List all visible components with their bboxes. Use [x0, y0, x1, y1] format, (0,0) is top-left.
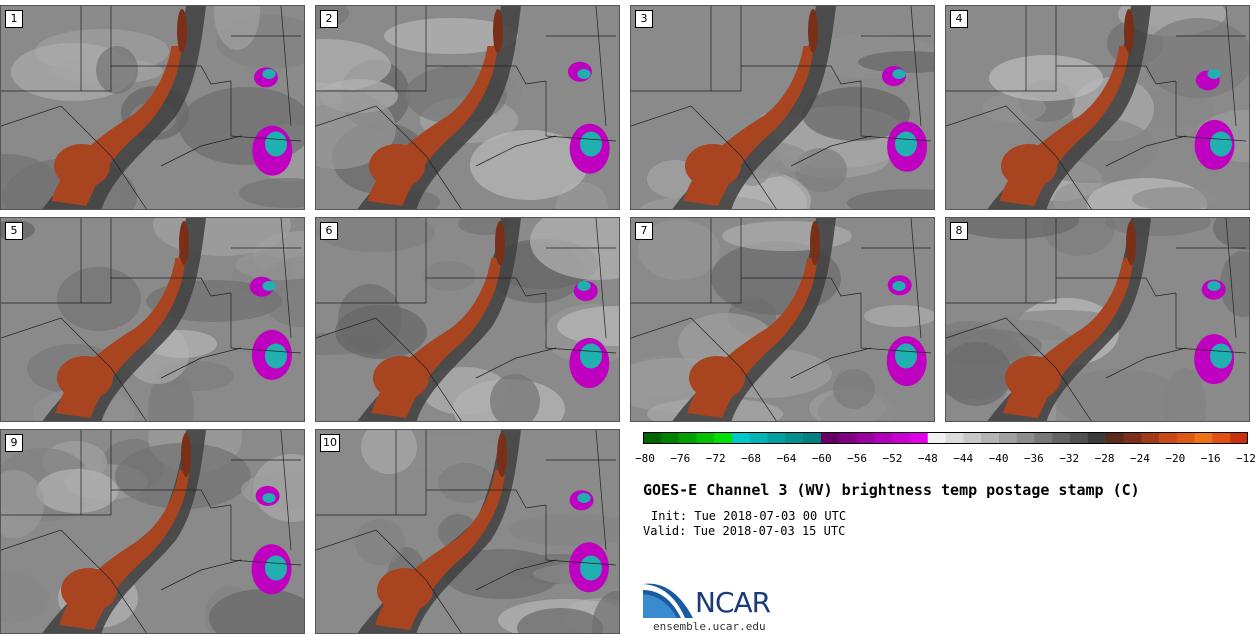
wv-brightness-map: [316, 6, 619, 209]
colorbar-tick-label: −76: [670, 452, 691, 465]
colorbar-swatch: [856, 432, 875, 444]
colorbar-swatch: [1052, 432, 1071, 444]
ensemble-member-panel: 6: [315, 217, 620, 422]
colorbar-swatch: [785, 432, 804, 444]
member-number-label: 9: [5, 434, 23, 452]
member-number-label: 3: [635, 10, 653, 28]
member-number-label: 10: [320, 434, 340, 452]
colorbar-swatch: [767, 432, 786, 444]
colorbar-swatch: [1141, 432, 1160, 444]
ensemble-member-panel: 3: [630, 5, 935, 210]
wv-brightness-map: [1, 430, 304, 633]
colorbar-tick-label: −40: [988, 452, 1009, 465]
colorbar: [643, 432, 1248, 444]
colorbar-swatch: [874, 432, 893, 444]
colorbar-tick-label: −68: [741, 452, 761, 465]
colorbar-swatch: [892, 432, 911, 444]
colorbar-swatch: [963, 432, 982, 444]
wv-brightness-map: [631, 6, 934, 209]
colorbar-swatch: [838, 432, 858, 444]
member-number-label: 6: [320, 222, 338, 240]
colorbar-tick-label: −64: [776, 452, 797, 465]
wv-brightness-map: [316, 218, 619, 421]
colorbar-swatch: [909, 432, 929, 444]
colorbar-swatch: [1034, 432, 1053, 444]
colorbar-swatch: [1070, 432, 1089, 444]
colorbar-tick-label: −24: [1130, 452, 1150, 465]
ensemble-member-panel: 9: [0, 429, 305, 634]
colorbar-swatch: [945, 432, 964, 444]
member-number-label: 7: [635, 222, 653, 240]
wv-brightness-map: [946, 218, 1249, 421]
colorbar-swatch: [714, 432, 733, 444]
ensemble-member-panel: 5: [0, 217, 305, 422]
ensemble-member-panel: 8: [945, 217, 1250, 422]
member-number-label: 8: [950, 222, 968, 240]
colorbar-swatch: [1230, 432, 1248, 444]
site-url: ensemble.ucar.edu: [653, 620, 766, 633]
colorbar-swatch: [696, 432, 715, 444]
colorbar-swatch: [660, 432, 680, 444]
ncar-logo-text: NCAR: [695, 586, 771, 619]
ensemble-member-panel: 2: [315, 5, 620, 210]
colorbar-tick-label: −12: [1236, 452, 1256, 465]
wv-brightness-map: [631, 218, 934, 421]
colorbar-swatch: [1087, 432, 1107, 444]
colorbar-swatch: [1123, 432, 1142, 444]
colorbar-tick-label: −48: [917, 452, 938, 465]
member-number-label: 1: [5, 10, 23, 28]
colorbar-swatch: [1194, 432, 1213, 444]
colorbar-swatch: [1212, 432, 1231, 444]
ensemble-member-panel: 4: [945, 5, 1250, 210]
ensemble-member-panel: 7: [630, 217, 935, 422]
colorbar-swatch: [643, 432, 662, 444]
colorbar-tick-label: −52: [882, 452, 903, 465]
wv-brightness-map: [1, 218, 304, 421]
member-number-label: 2: [320, 10, 338, 28]
colorbar-tick-label: −28: [1094, 452, 1115, 465]
colorbar-swatch: [981, 432, 1000, 444]
colorbar-tick-label: −80: [635, 452, 655, 465]
ncar-logo: [643, 583, 693, 618]
member-number-label: 4: [950, 10, 968, 28]
colorbar-swatch: [1176, 432, 1196, 444]
colorbar-swatch: [1159, 432, 1178, 444]
colorbar-swatch: [927, 432, 946, 444]
colorbar-swatch: [678, 432, 697, 444]
colorbar-tick-label: −72: [705, 452, 726, 465]
figure-title: GOES-E Channel 3 (WV) brightness temp po…: [643, 481, 1140, 499]
colorbar-tick-label: −16: [1200, 452, 1221, 465]
wv-brightness-map: [946, 6, 1249, 209]
colorbar-swatch: [749, 432, 769, 444]
colorbar-swatch: [998, 432, 1018, 444]
valid-time: Valid: Tue 2018-07-03 15 UTC: [643, 524, 846, 538]
init-time: Init: Tue 2018-07-03 00 UTC: [651, 509, 847, 523]
ensemble-member-panel: 10: [315, 429, 620, 634]
colorbar-tick-label: −44: [953, 452, 974, 465]
colorbar-swatch: [1105, 432, 1124, 444]
colorbar-swatch: [1016, 432, 1035, 444]
colorbar-tick-label: −56: [847, 452, 868, 465]
wv-brightness-map: [316, 430, 619, 633]
colorbar-tick-label: −60: [811, 452, 832, 465]
colorbar-swatch: [820, 432, 840, 444]
colorbar-tick-label: −36: [1023, 452, 1044, 465]
colorbar-tick-label: −20: [1165, 452, 1186, 465]
wv-brightness-map: [1, 6, 304, 209]
ensemble-member-panel: 1: [0, 5, 305, 210]
colorbar-tick-label: −32: [1059, 452, 1080, 465]
colorbar-swatch: [731, 432, 751, 444]
member-number-label: 5: [5, 222, 23, 240]
colorbar-swatch: [803, 432, 822, 444]
